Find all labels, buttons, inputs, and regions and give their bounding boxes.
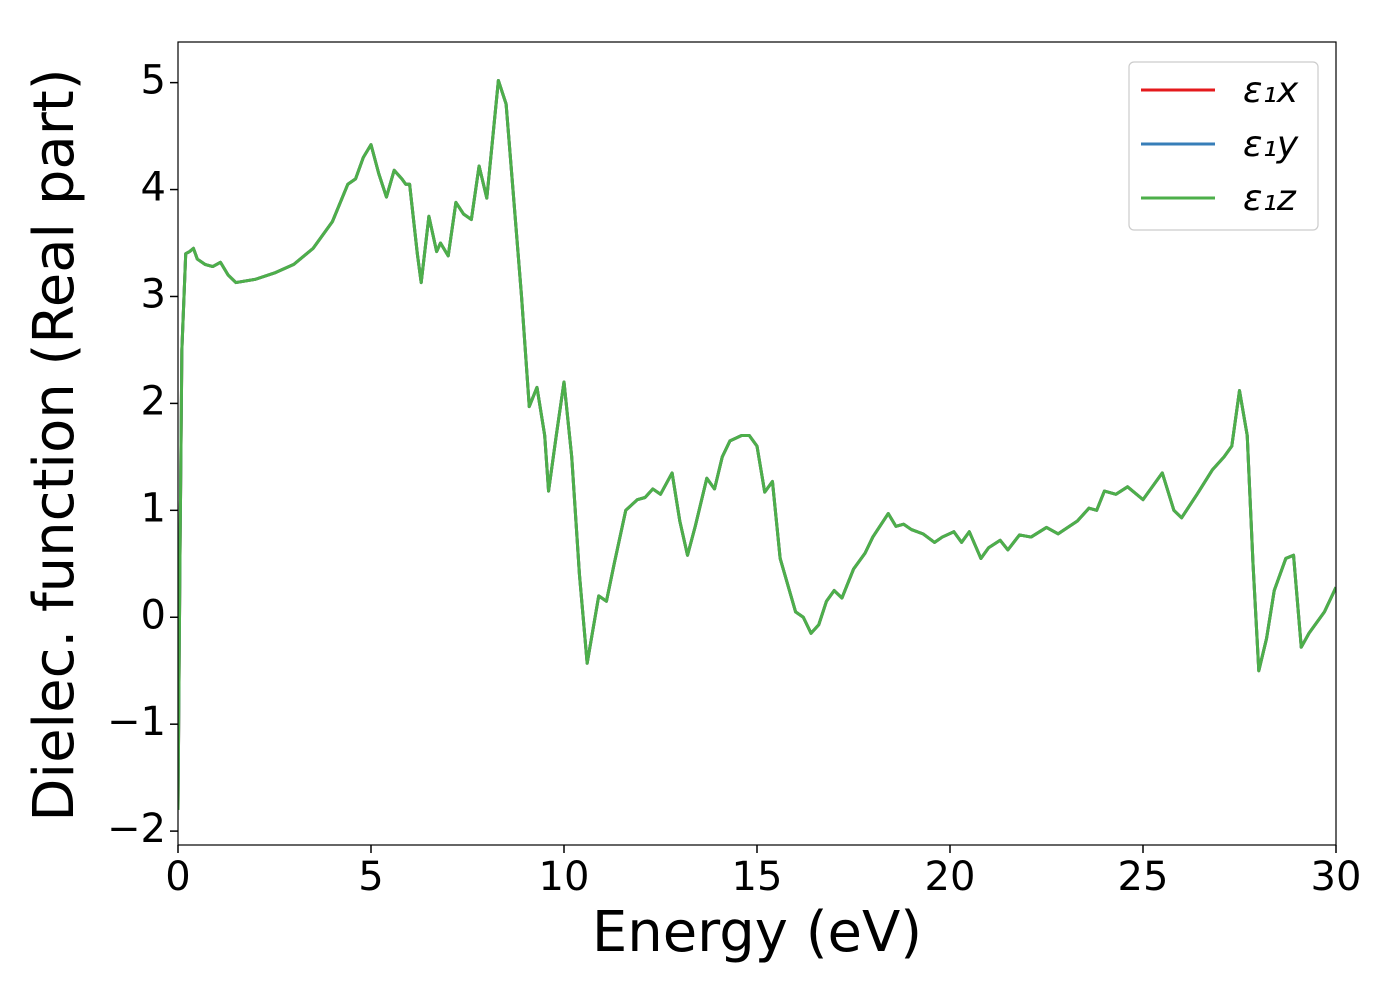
y-tick-label: 2 bbox=[141, 378, 166, 424]
legend-label: ε₁z bbox=[1243, 178, 1297, 219]
x-tick-label: 20 bbox=[925, 854, 976, 900]
legend-box bbox=[1128, 61, 1319, 231]
y-tick-label: 1 bbox=[141, 485, 166, 531]
x-tick-label: 15 bbox=[732, 854, 783, 900]
x-tick-label: 25 bbox=[1118, 854, 1169, 900]
x-tick-label: 10 bbox=[539, 854, 590, 900]
y-axis-label: Dielec. function (Real part) bbox=[22, 68, 87, 821]
x-tick-label: 30 bbox=[1311, 854, 1362, 900]
x-tick-label: 5 bbox=[358, 854, 383, 900]
y-tick-label: 3 bbox=[141, 271, 166, 317]
y-tick-label: 0 bbox=[141, 592, 166, 638]
y-tick-label: 5 bbox=[141, 58, 166, 104]
x-tick-label: 0 bbox=[165, 854, 190, 900]
x-axis-label: Energy (eV) bbox=[592, 900, 922, 965]
y-tick-label: 4 bbox=[141, 165, 166, 211]
legend-label: ε₁x bbox=[1243, 70, 1299, 111]
legend-label: ε₁y bbox=[1243, 124, 1299, 165]
y-tick-label: −1 bbox=[107, 699, 166, 745]
y-tick-label: −2 bbox=[107, 806, 166, 852]
data-line bbox=[178, 78, 1336, 810]
plot-frame bbox=[177, 41, 1337, 846]
